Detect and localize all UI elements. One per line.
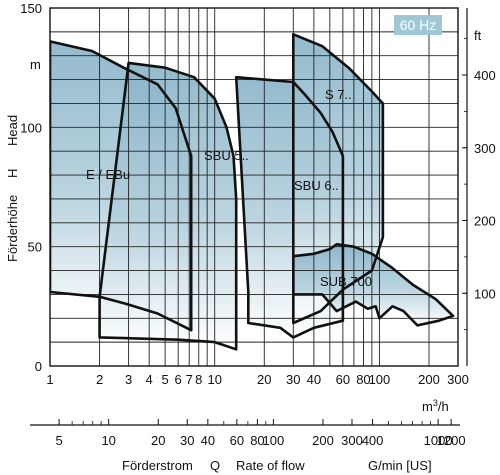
x-gpm-tick-label: 60 bbox=[230, 433, 244, 448]
y-label-mid: H bbox=[5, 169, 20, 178]
x-m3h-tick-label: 10 bbox=[207, 372, 221, 387]
x-label-en: Rate of flow bbox=[236, 458, 305, 473]
y-left-tick-label: 0 bbox=[35, 359, 42, 374]
y-label-right: Head bbox=[5, 115, 20, 146]
range-outlines bbox=[50, 33, 455, 351]
plot-frame bbox=[49, 7, 459, 367]
x-m3h-tick-label: 60 bbox=[336, 372, 350, 387]
outline-4 bbox=[292, 243, 455, 327]
x-gpm-tick-label: 400 bbox=[362, 433, 384, 448]
x-m3h-tick-label: 200 bbox=[418, 372, 440, 387]
y-label-left: Förderhöhe bbox=[5, 195, 20, 262]
y-left-tick-label: 100 bbox=[20, 120, 42, 135]
x-gpm-tick-label: 100 bbox=[263, 433, 285, 448]
y-unit-left: m bbox=[30, 57, 41, 72]
series-label-sbu5: SBU 5.. bbox=[204, 148, 249, 163]
x-gpm-tick-label: 40 bbox=[201, 433, 215, 448]
x-gpm-tick-label: 5 bbox=[55, 433, 62, 448]
series-label-sub700: SUB 700 bbox=[320, 274, 372, 289]
x-gpm-tick-label: 10 bbox=[101, 433, 115, 448]
x-m3h-tick-label: 30 bbox=[286, 372, 300, 387]
x-gpm-tick-label: 1000 bbox=[424, 433, 453, 448]
x-m3h-tick-label: 7 bbox=[186, 372, 193, 387]
outline-0 bbox=[50, 40, 193, 332]
operating-ranges bbox=[50, 34, 454, 350]
outline-3 bbox=[292, 33, 385, 325]
area-1 bbox=[99, 62, 237, 350]
x-m3h-tick-label: 8 bbox=[195, 372, 202, 387]
x-gpm-tick-label: 30 bbox=[180, 433, 194, 448]
x-m3h-tick-label: 5 bbox=[162, 372, 169, 387]
series-label-s7: S 7.. bbox=[325, 87, 352, 102]
y-left-tick-label: 150 bbox=[20, 1, 42, 16]
y-left-tick-label: 50 bbox=[28, 240, 42, 255]
y-right-tick-label: 100 bbox=[474, 286, 496, 301]
x-label-q: Q bbox=[210, 458, 220, 473]
x-m3h-tick-label: 300 bbox=[447, 372, 469, 387]
x-gpm-tick-label: 20 bbox=[151, 433, 165, 448]
x-label-gpm-unit: G/min [US] bbox=[368, 458, 432, 473]
x-m3h-tick-label: 2 bbox=[96, 372, 103, 387]
frequency-badge-bg bbox=[394, 15, 442, 35]
y-axis-left-ticks: 150 100 50 0 bbox=[20, 1, 42, 374]
x-m3h-tick-label: 20 bbox=[257, 372, 271, 387]
x-gpm-tick-label: 300 bbox=[341, 433, 363, 448]
x-m3h-tick-label: 6 bbox=[175, 372, 182, 387]
x-m3h-tick-label: 4 bbox=[146, 372, 153, 387]
outline-2 bbox=[234, 75, 345, 339]
x-m3h-tick-label: 1 bbox=[46, 372, 53, 387]
x-unit: m3/h bbox=[422, 398, 449, 414]
outline-1 bbox=[98, 61, 238, 351]
x-m3h-tick-label: 100 bbox=[369, 372, 391, 387]
series-label-e-ebu: E / EBu bbox=[86, 167, 130, 182]
frequency-badge: 60 Hz bbox=[400, 17, 437, 33]
x-m3h-tick-label: 3 bbox=[125, 372, 132, 387]
x-gpm-tick-label: 80 bbox=[250, 433, 264, 448]
y-axis-right-ticks: ft 400 300 200 100 bbox=[462, 28, 496, 331]
x-label-de: Förderstrom bbox=[122, 458, 193, 473]
y-right-tick-label: 400 bbox=[474, 68, 496, 83]
y-right-tick-label: 200 bbox=[474, 214, 496, 229]
y-right-tick-label: ft bbox=[474, 28, 482, 43]
y-right-tick-label: 300 bbox=[474, 141, 496, 156]
x-gpm-tick-label: 200 bbox=[312, 433, 334, 448]
series-label-sbu6: SBU 6.. bbox=[294, 178, 339, 193]
x-m3h-tick-label: 80 bbox=[356, 372, 370, 387]
x-m3h-tick-label: 40 bbox=[307, 372, 321, 387]
x-gpm-tick-label: 1200 bbox=[437, 433, 466, 448]
